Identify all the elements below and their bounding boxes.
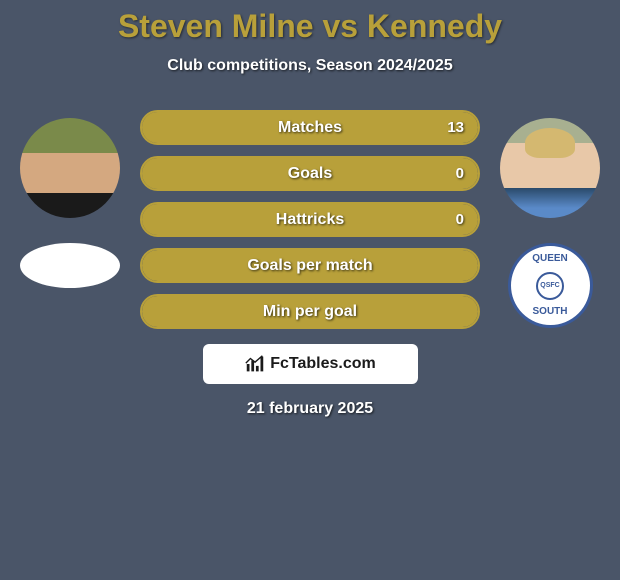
main-area: Matches 13 Goals 0 Hattricks 0 Goals per match… — [0, 110, 620, 329]
page-title: Steven Milne vs Kennedy — [0, 8, 620, 45]
stat-value-right: 0 — [456, 211, 464, 228]
stat-label: Goals per match — [247, 257, 372, 275]
chart-icon — [244, 353, 266, 375]
club-name-top: QUEEN — [532, 254, 568, 264]
left-player-column — [20, 110, 120, 288]
club-name-bottom: SOUTH — [533, 307, 568, 317]
player-left-avatar — [20, 118, 120, 218]
right-player-column: QUEEN QSFC SOUTH — [500, 110, 600, 328]
date-text: 21 february 2025 — [0, 400, 620, 418]
player-right-avatar — [500, 118, 600, 218]
stat-label: Goals — [288, 165, 332, 183]
stats-list: Matches 13 Goals 0 Hattricks 0 Goals per match… — [140, 110, 480, 329]
stat-row: Goals 0 — [140, 156, 480, 191]
player-right-club-badge: QUEEN QSFC SOUTH — [508, 243, 593, 328]
subtitle: Club competitions, Season 2024/2025 — [0, 57, 620, 75]
stat-label: Hattricks — [276, 211, 344, 229]
club-name-mid: QSFC — [536, 272, 564, 300]
stat-label: Min per goal — [263, 303, 357, 321]
stat-row: Hattricks 0 — [140, 202, 480, 237]
stat-row: Min per goal — [140, 294, 480, 329]
stat-value-right: 0 — [456, 165, 464, 182]
stat-row: Goals per match — [140, 248, 480, 283]
stat-row: Matches 13 — [140, 110, 480, 145]
stat-value-right: 13 — [447, 119, 464, 136]
comparison-card: Steven Milne vs Kennedy Club competition… — [0, 0, 620, 418]
brand-text: FcTables.com — [270, 355, 376, 373]
brand-box[interactable]: FcTables.com — [203, 344, 418, 384]
stat-label: Matches — [278, 119, 342, 137]
player-left-club-badge — [20, 243, 120, 288]
